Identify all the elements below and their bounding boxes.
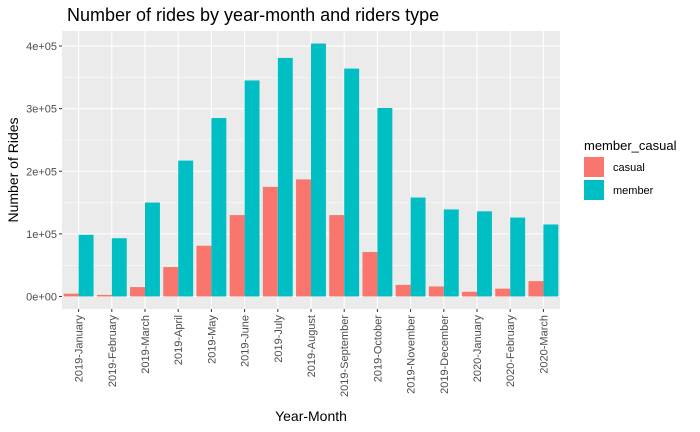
x-tick-label: 2020-February (505, 315, 517, 388)
bar-member (443, 209, 459, 297)
bar-casual (296, 179, 311, 297)
x-tick-label: 2019-May (206, 315, 218, 364)
y-axis-title: Number of Rides (5, 117, 21, 222)
legend-key-member (584, 180, 604, 200)
bar-casual (196, 245, 212, 297)
bar-casual (329, 215, 345, 297)
bar-casual (462, 291, 477, 297)
bar-member (178, 160, 194, 297)
bar-casual (528, 281, 544, 297)
legend-label-casual: casual (613, 162, 645, 174)
x-tick-label: 2019-September (339, 315, 351, 397)
y-tick-label: 4e+05 (26, 41, 57, 53)
bar-casual (229, 215, 245, 297)
bar-member (311, 43, 326, 297)
bar-member (344, 68, 360, 297)
bar-member (111, 238, 127, 297)
x-tick-label: 2019-July (273, 315, 285, 363)
bar-member (244, 80, 260, 297)
y-tick-label: 2e+05 (26, 166, 57, 178)
x-tick-label: 2019-June (240, 315, 252, 367)
bars (63, 43, 559, 297)
bar-casual (262, 186, 278, 297)
x-tick-label: 2019-March (140, 315, 152, 374)
legend-title: member_casual (584, 138, 677, 153)
bar-member (377, 108, 393, 297)
bar-casual (63, 293, 79, 297)
x-tick-label: 2019-April (173, 315, 185, 365)
x-tick-label: 2019-November (406, 315, 418, 394)
x-tick-label: 2019-February (107, 315, 119, 388)
chart-title: Number of rides by year-month and riders… (67, 5, 439, 25)
bar-member (145, 202, 160, 297)
bar-casual (130, 287, 145, 297)
bar-member (211, 118, 227, 297)
y-tick-label: 1e+05 (26, 229, 57, 241)
bar-casual (495, 288, 511, 297)
legend-key-casual (584, 157, 604, 177)
y-tick-label: 3e+05 (26, 104, 57, 116)
bar-casual (362, 252, 378, 297)
bar-member (277, 57, 293, 297)
bar-member (477, 211, 492, 297)
y-axis: 0e+00 1e+05 2e+05 3e+05 4e+05 (26, 41, 62, 303)
y-tick-label: 0e+00 (26, 291, 57, 303)
bar-member (510, 217, 526, 297)
bar-member (410, 197, 426, 297)
bar-casual (428, 286, 444, 297)
x-tick-label: 2019-October (372, 315, 384, 383)
bar-member (543, 224, 559, 297)
x-axis: 2019-January 2019-February 2019-March 2019-… (74, 309, 550, 397)
x-tick-label: 2019-August (306, 315, 318, 377)
legend: member_casual casual member (584, 138, 677, 200)
legend-label-member: member (613, 185, 654, 197)
x-tick-label: 2019-January (74, 315, 86, 383)
x-tick-label: 2019-December (439, 315, 451, 394)
x-axis-title: Year-Month (275, 408, 347, 424)
x-tick-label: 2020-March (538, 315, 550, 374)
bar-member (78, 234, 94, 297)
x-tick-label: 2020-January (472, 315, 484, 383)
bar-casual (163, 267, 179, 297)
bar-casual (395, 284, 411, 297)
bar-casual (96, 294, 112, 297)
